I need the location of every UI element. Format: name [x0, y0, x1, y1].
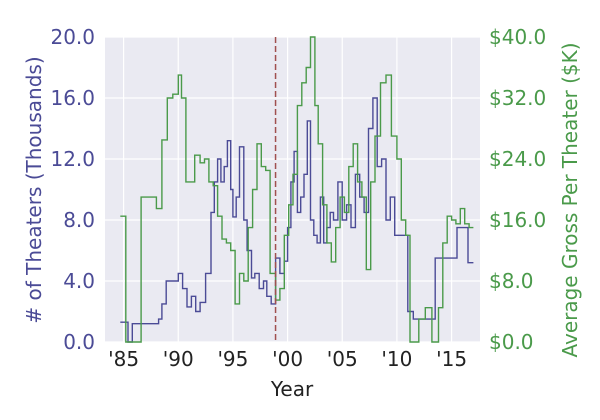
- right-y-tick-label: $8.0: [489, 269, 534, 293]
- gross-series-line: [120, 36, 474, 343]
- left-y-tick-label: 16.0: [50, 86, 95, 110]
- x-tick-label: '85: [108, 347, 139, 371]
- right-y-axis-title: Average Gross Per Theater ($K): [558, 42, 582, 357]
- left-y-tick-labels: 0.0 4.0 8.0 12.0 16.0 20.0: [50, 25, 95, 354]
- left-y-axis-title: # of Theaters (Thousands): [22, 56, 46, 323]
- x-tick-labels: '85 '90 '95 '00 '05 '10 '15: [108, 347, 467, 371]
- x-tick-label: '05: [327, 347, 358, 371]
- right-y-tick-label: $40.0: [489, 25, 546, 49]
- left-y-tick-label: 12.0: [50, 147, 95, 171]
- x-tick-label: '95: [217, 347, 248, 371]
- left-y-tick-label: 4.0: [63, 269, 95, 293]
- right-y-tick-label: $0.0: [489, 330, 534, 354]
- left-y-tick-label: 8.0: [63, 208, 95, 232]
- series-layer: [120, 36, 474, 343]
- right-y-tick-labels: $0.0 $8.0 $16.0 $24.0 $32.0 $40.0: [489, 25, 546, 354]
- right-y-tick-label: $24.0: [489, 147, 546, 171]
- left-y-tick-label: 20.0: [50, 25, 95, 49]
- right-y-tick-label: $16.0: [489, 208, 546, 232]
- x-tick-label: '15: [436, 347, 467, 371]
- x-tick-label: '10: [381, 347, 412, 371]
- x-tick-label: '00: [272, 347, 303, 371]
- left-y-tick-label: 0.0: [63, 330, 95, 354]
- theaters-series-line: [120, 97, 474, 343]
- right-y-tick-label: $32.0: [489, 86, 546, 110]
- x-tick-label: '90: [163, 347, 194, 371]
- x-axis-title: Year: [270, 377, 314, 401]
